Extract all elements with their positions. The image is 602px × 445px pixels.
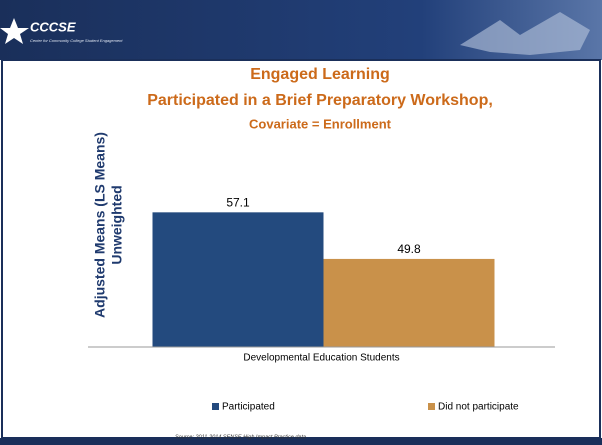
y-axis-label: Unweighted	[109, 185, 125, 264]
header-decoration	[460, 12, 590, 55]
chart-subtitle: Participated in a Brief Preparatory Work…	[147, 92, 493, 109]
logo: CCCSE	[30, 19, 76, 34]
x-tick-label: Developmental Education Students	[243, 353, 399, 364]
chart-title: Engaged Learning	[250, 66, 390, 83]
bar	[323, 258, 495, 347]
legend-label: Did not participate	[438, 402, 519, 413]
legend-label: Participated	[222, 402, 275, 413]
source-note: Source: 2011-2014 SENSE High Impact Prac…	[175, 434, 306, 440]
y-axis-label: Adjusted Means (LS Means)	[92, 132, 108, 318]
data-label: 49.8	[397, 242, 421, 256]
legend-swatch	[428, 403, 435, 410]
footer-band	[0, 438, 602, 445]
data-label: 57.1	[226, 196, 250, 210]
legend-swatch	[212, 403, 219, 410]
logo-tagline: Center for Community College Student Eng…	[30, 38, 123, 43]
logo-star	[0, 18, 29, 44]
bar	[152, 212, 324, 347]
chart-subtitle: Covariate = Enrollment	[249, 116, 392, 131]
